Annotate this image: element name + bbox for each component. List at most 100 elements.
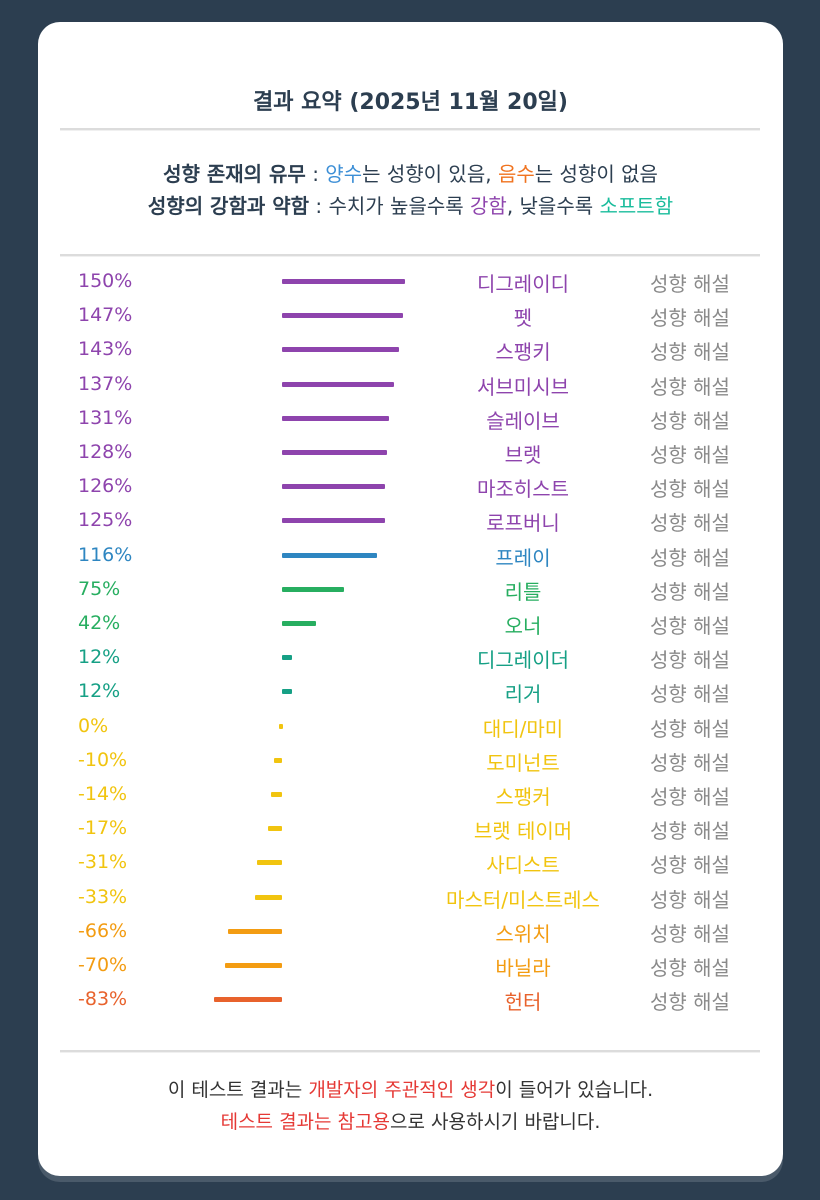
- bar: [279, 723, 283, 729]
- disclaimer-text: 이 테스트 결과는: [167, 1079, 309, 1101]
- chart-row: 137% 서브미시브 성향 해설: [38, 371, 783, 405]
- value-label: 0%: [78, 714, 109, 737]
- disclaimer-line-2: 테스트 결과는 참고용으로 사용하시기 바랍니다.: [38, 1106, 783, 1138]
- bar: [268, 826, 282, 832]
- legend-positive-text: 는 성향이 있음,: [362, 162, 498, 186]
- bar: [282, 655, 292, 661]
- explanation-link[interactable]: 성향 해설: [650, 887, 730, 912]
- bar: [282, 313, 403, 319]
- chart-row: 12% 디그레이더 성향 해설: [38, 644, 783, 678]
- bar: [282, 518, 385, 524]
- bar: [282, 621, 317, 626]
- bar: [282, 415, 390, 421]
- category-label: 리틀: [504, 579, 542, 604]
- bar: [224, 963, 282, 968]
- explanation-link[interactable]: 성향 해설: [650, 648, 730, 673]
- explanation-link[interactable]: 성향 해설: [650, 511, 730, 536]
- divider: [60, 128, 760, 130]
- bar: [282, 552, 378, 558]
- explanation-link[interactable]: 성향 해설: [650, 545, 730, 570]
- value-label: 150%: [78, 270, 133, 292]
- result-summary-card: 결과 요약 (2025년 11월 20일) 성향 존재의 유무 : 양수는 성향…: [38, 22, 783, 1176]
- category-label: 서브미시브: [477, 374, 569, 399]
- bar: [256, 860, 282, 866]
- disclaimer-highlight: 개발자의 주관적인 생각: [308, 1079, 496, 1101]
- category-label: 슬레이브: [486, 408, 560, 433]
- value-label: -70%: [78, 954, 128, 976]
- explanation-link[interactable]: 성향 해설: [650, 750, 730, 775]
- explanation-link[interactable]: 성향 해설: [650, 272, 730, 296]
- legend-sep: :: [305, 162, 326, 186]
- divider: [60, 254, 760, 256]
- explanation-link[interactable]: 성향 해설: [650, 374, 730, 399]
- chart-row: -33% 마스터/미스트레스 성향 해설: [38, 884, 783, 918]
- category-label: 마스터/미스트레스: [446, 887, 600, 912]
- chart-row: -17% 브랫 테이머 성향 해설: [38, 815, 783, 849]
- category-label: 리거: [504, 682, 542, 707]
- disclaimer-line-1: 이 테스트 결과는 개발자의 주관적인 생각이 들어가 있습니다.: [38, 1074, 783, 1106]
- chart-row: 143% 스팽키 성향 해설: [38, 336, 783, 370]
- category-label: 스위치: [495, 921, 551, 946]
- category-label: 바닐라: [495, 956, 551, 980]
- value-label: -31%: [78, 851, 128, 874]
- explanation-link[interactable]: 성향 해설: [650, 785, 730, 809]
- value-label: 137%: [78, 372, 133, 395]
- explanation-link[interactable]: 성향 해설: [650, 956, 730, 980]
- legend-soft-word: 소프트함: [599, 194, 674, 218]
- bar: [254, 894, 282, 900]
- explanation-link[interactable]: 성향 해설: [650, 306, 730, 331]
- chart-row: 42% 오너 성향 해설: [38, 610, 783, 644]
- chart-row: 126% 마조히스트 성향 해설: [38, 473, 783, 507]
- bar: [282, 450, 387, 455]
- bar: [282, 484, 386, 490]
- category-label: 헌터: [504, 990, 542, 1015]
- category-label: 사디스트: [486, 853, 560, 878]
- category-label: 스팽커: [495, 785, 551, 809]
- bar: [282, 381, 395, 387]
- chart-row: -31% 사디스트 성향 해설: [38, 849, 783, 883]
- category-label: 디그레이디: [477, 272, 569, 296]
- chart-row: 125% 로프버니 성향 해설: [38, 507, 783, 541]
- value-label: 143%: [78, 338, 133, 361]
- explanation-link[interactable]: 성향 해설: [650, 408, 730, 433]
- category-label: 스팽키: [495, 340, 551, 365]
- legend-positive-word: 양수: [325, 162, 363, 186]
- value-label: 131%: [78, 406, 133, 429]
- explanation-link[interactable]: 성향 해설: [650, 579, 730, 604]
- explanation-link[interactable]: 성향 해설: [650, 443, 730, 467]
- explanation-link[interactable]: 성향 해설: [650, 716, 730, 741]
- chart-row: 128% 브랫 성향 해설: [38, 439, 783, 473]
- category-label: 디그레이더: [477, 648, 569, 673]
- legend-strength-mid: , 낮을수록: [506, 194, 600, 218]
- bar: [227, 928, 282, 934]
- legend-sign-label: 성향 존재의 유무: [163, 162, 306, 186]
- legend-strong-word: 강함: [470, 194, 507, 218]
- bar: [270, 792, 282, 797]
- explanation-link[interactable]: 성향 해설: [650, 819, 730, 844]
- legend-strength-text: : 수치가 높을수록: [309, 194, 470, 218]
- explanation-link[interactable]: 성향 해설: [650, 853, 730, 878]
- category-label: 펫: [513, 306, 533, 331]
- bar: [282, 347, 400, 353]
- value-label: 126%: [78, 475, 133, 498]
- divider: [60, 1050, 760, 1052]
- chart-row: 12% 리거 성향 해설: [38, 678, 783, 712]
- explanation-link[interactable]: 성향 해설: [650, 990, 730, 1015]
- legend-negative-text: 는 성향이 없음: [534, 162, 658, 186]
- value-label: -14%: [78, 783, 128, 805]
- value-label: 125%: [78, 509, 133, 532]
- value-label: -17%: [78, 817, 128, 840]
- bar: [282, 586, 344, 592]
- disclaimer: 이 테스트 결과는 개발자의 주관적인 생각이 들어가 있습니다. 테스트 결과…: [38, 1074, 783, 1138]
- legend-strength-label: 성향의 강함과 약함: [147, 194, 310, 218]
- page-title: 결과 요약 (2025년 11월 20일): [253, 90, 568, 115]
- explanation-link[interactable]: 성향 해설: [650, 614, 730, 638]
- value-label: 12%: [78, 680, 121, 703]
- explanation-link[interactable]: 성향 해설: [650, 340, 730, 365]
- bar: [213, 997, 282, 1003]
- explanation-link[interactable]: 성향 해설: [650, 921, 730, 946]
- explanation-link[interactable]: 성향 해설: [650, 477, 730, 502]
- disclaimer-text: 이 들어가 있습니다.: [495, 1079, 654, 1101]
- explanation-link[interactable]: 성향 해설: [650, 682, 730, 707]
- category-label: 오너: [504, 614, 542, 638]
